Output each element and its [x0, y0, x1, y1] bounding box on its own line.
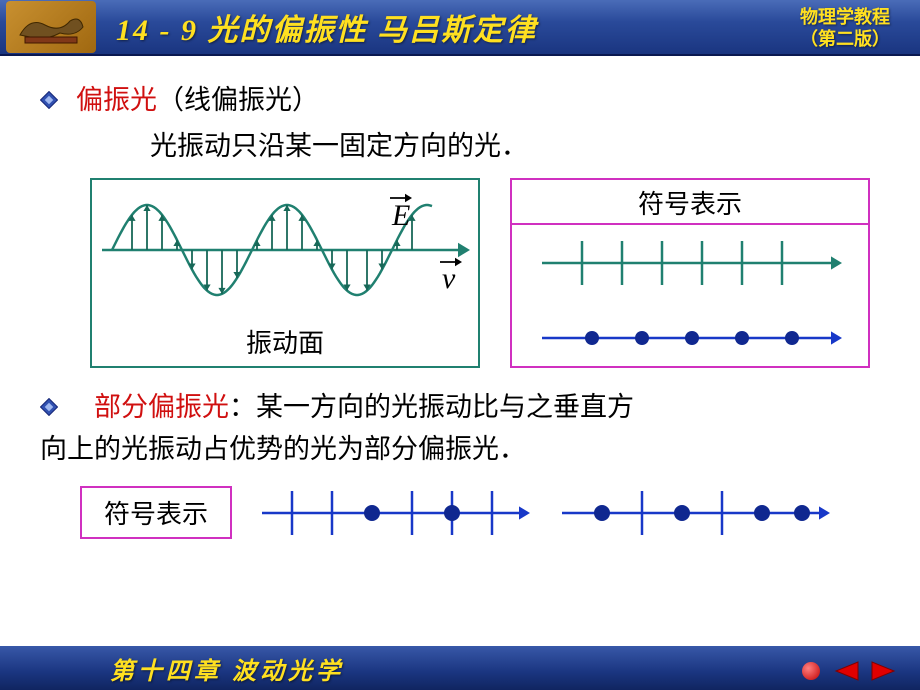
term-partial: 部分偏振光: [94, 392, 229, 422]
term-polarized: 偏振光: [76, 85, 157, 115]
term-paren: （线偏振光）: [157, 85, 319, 115]
desc2b: 向上的光振动占优势的光为部分偏振光．: [40, 428, 880, 470]
course-name: 物理学教程: [800, 6, 890, 28]
bullet-1: 偏振光（线偏振光）: [40, 80, 880, 120]
nav-dot-icon[interactable]: [802, 662, 820, 680]
svg-text:E: E: [391, 199, 410, 232]
diamond-bullet-icon: [40, 91, 58, 109]
dragon-icon: [15, 7, 87, 47]
diagrams-row: Ev 振动面 符号表示: [90, 178, 880, 368]
partial-symbols-row: 符号表示: [80, 486, 880, 539]
logo: [6, 1, 96, 53]
header-bar: 14 - 9 光的偏振性 马吕斯定律 物理学教程 （第二版）: [0, 0, 920, 56]
svg-text:v: v: [442, 262, 456, 295]
wave-diagram: Ev: [92, 180, 478, 330]
partial-symbol-2: [562, 489, 832, 537]
symbol-dots: [512, 300, 868, 370]
prev-arrow-icon[interactable]: [830, 658, 860, 684]
slide-content: 偏振光（线偏振光） 光振动只沿某一固定方向的光． Ev 振动面 符号表示 部分偏…: [0, 56, 920, 549]
nav-controls: [802, 658, 900, 684]
diamond-bullet-icon: [40, 398, 58, 416]
footer-bar: 第十四章 波动光学: [0, 646, 920, 690]
section2-line1: 部分偏振光：某一方向的光振动比与之垂直方: [40, 386, 880, 428]
wave-diagram-box: Ev 振动面: [90, 178, 480, 368]
partial-symbol-1: [262, 489, 532, 537]
symbol-label: 符号表示: [80, 486, 232, 539]
slide-title: 14 - 9 光的偏振性 马吕斯定律: [116, 5, 537, 49]
section2: 部分偏振光：某一方向的光振动比与之垂直方 向上的光振动占优势的光为部分偏振光．: [40, 386, 880, 470]
course-label: 物理学教程 （第二版）: [800, 6, 890, 50]
wave-caption: 振动面: [92, 323, 478, 360]
next-arrow-icon[interactable]: [870, 658, 900, 684]
colon: ：: [229, 392, 256, 422]
footer-chapter: 第十四章 波动光学: [110, 651, 344, 686]
section1-desc: 光振动只沿某一固定方向的光．: [150, 126, 880, 166]
section1-heading: 偏振光（线偏振光）: [76, 80, 319, 120]
desc2a: 某一方向的光振动比与之垂直方: [256, 392, 634, 422]
course-edition: （第二版）: [800, 28, 890, 50]
symbol-perpendicular: [512, 225, 868, 295]
symbol-box: 符号表示: [510, 178, 870, 368]
symbol-title: 符号表示: [512, 180, 868, 223]
